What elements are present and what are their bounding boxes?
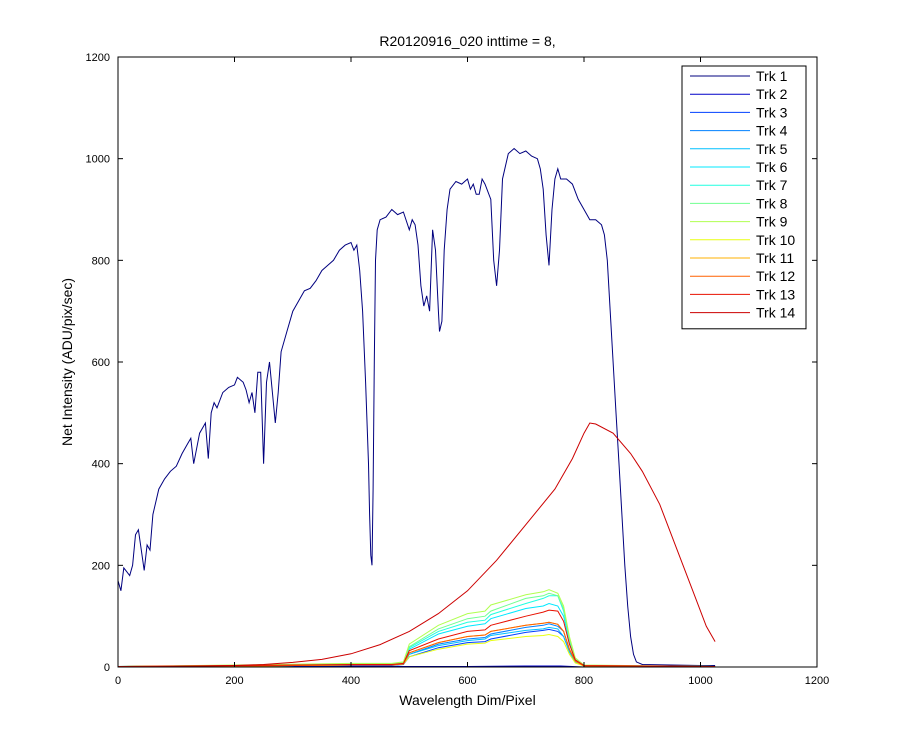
x-tick-label: 1200	[805, 675, 829, 687]
x-tick-label: 1000	[688, 675, 712, 687]
series-line-trk-13	[117, 609, 716, 667]
legend-label: Trk 10	[756, 232, 795, 248]
chart-title: R20120916_020 inttime = 8,	[379, 33, 555, 49]
x-tick-label: 400	[342, 675, 360, 687]
legend-label: Trk 6	[756, 159, 788, 175]
y-tick-label: 400	[92, 459, 110, 471]
y-axis-title: Net Intensity (ADU/pix/sec)	[59, 278, 75, 446]
legend-label: Trk 2	[756, 86, 788, 102]
y-tick-label: 0	[104, 662, 110, 674]
legend-label: Trk 12	[756, 268, 795, 284]
legend-label: Trk 9	[756, 214, 788, 230]
legend-label: Trk 7	[756, 177, 788, 193]
series-line-trk-9	[117, 589, 716, 667]
y-tick-label: 800	[92, 255, 110, 267]
x-tick-label: 800	[575, 675, 593, 687]
x-tick-label: 600	[458, 675, 476, 687]
legend-label: Trk 5	[756, 141, 788, 157]
x-axis-title: Wavelength Dim/Pixel	[399, 692, 535, 708]
y-tick-label: 1000	[86, 154, 110, 166]
y-tick-label: 600	[92, 357, 110, 369]
legend-label: Trk 8	[756, 195, 788, 211]
legend-label: Trk 11	[756, 250, 794, 266]
ticks-layer: 0 200 400 600 800 1000 1200 0 200 400 600 800 1000 12…	[86, 52, 830, 687]
legend: Trk 1 Trk 2 Trk 3 Trk 4 Trk 5 Trk 6 Trk 7 Trk 8…	[681, 65, 807, 330]
x-tick-label: 0	[115, 675, 121, 687]
y-tick-label: 200	[92, 560, 110, 572]
legend-label: Trk 3	[756, 104, 788, 120]
y-tick-label: 1200	[86, 52, 110, 64]
series-layer	[117, 147, 716, 668]
legend-label: Trk 4	[756, 123, 788, 139]
legend-label: Trk 1	[756, 68, 788, 84]
series-line-trk-14	[118, 422, 716, 668]
x-tick-label: 200	[225, 675, 243, 687]
legend-label: Trk 14	[756, 305, 795, 321]
legend-box	[681, 65, 807, 330]
series-line-trk-1	[117, 147, 716, 666]
legend-label: Trk 13	[756, 286, 795, 302]
